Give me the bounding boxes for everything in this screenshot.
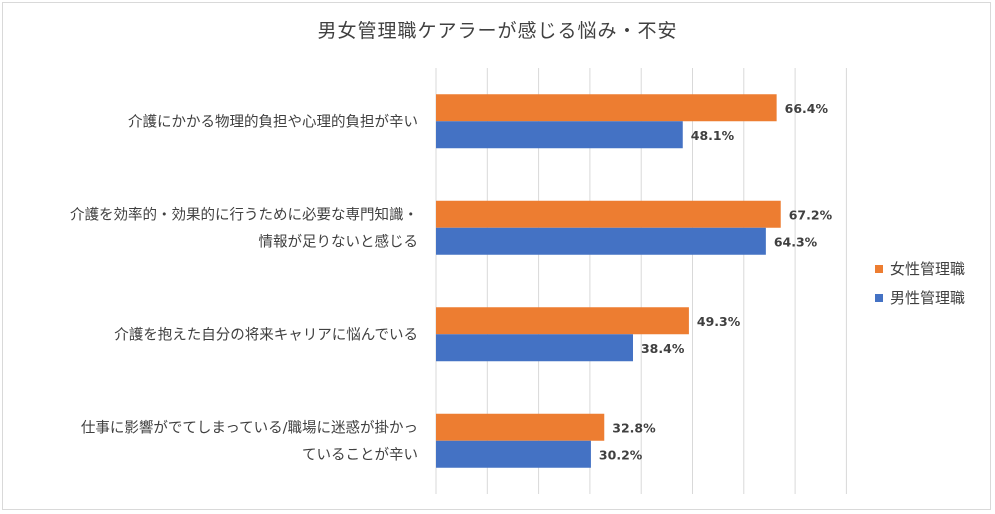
category-label: 仕事に影響がでてしまっている/職場に迷惑が掛かっ (81, 418, 418, 436)
data-label: 30.2% (599, 447, 643, 462)
bar-male (436, 227, 766, 255)
chart-title: 男女管理職ケアラーが感じる悩み・不安 (317, 20, 678, 42)
bar-female (436, 413, 605, 441)
data-label: 67.2% (789, 207, 833, 222)
data-label: 49.3% (697, 314, 741, 329)
legend-label-male: 男性管理職 (890, 289, 966, 307)
data-label: 66.4% (785, 101, 829, 116)
legend-male: 男性管理職 (875, 287, 965, 308)
bar-female (436, 200, 781, 228)
category-label: 介護を効率的・効果的に行うために必要な専門知識・ (70, 206, 418, 223)
bar-male (436, 121, 683, 149)
legend-label-female: 女性管理職 (890, 260, 966, 278)
bar-female (436, 94, 777, 122)
bar-male (436, 334, 633, 362)
bar-male (436, 440, 591, 468)
legend-female: 女性管理職 (875, 258, 965, 279)
data-label: 64.3% (774, 234, 818, 249)
data-label: 48.1% (691, 128, 735, 143)
category-label: 介護にかかる物理的負担や心理的負担が辛い (128, 113, 418, 130)
category-label: 介護を抱えた自分の将来キャリアに悩んでいる (114, 326, 418, 343)
category-label: ていることが辛い (302, 446, 418, 463)
legend-swatch-male (875, 294, 883, 302)
data-label: 38.4% (641, 341, 685, 356)
legend-swatch-female (875, 265, 883, 273)
category-label: 情報が足りないと感じる (259, 233, 419, 250)
bar-female (436, 307, 689, 335)
data-label: 32.8% (612, 420, 656, 435)
